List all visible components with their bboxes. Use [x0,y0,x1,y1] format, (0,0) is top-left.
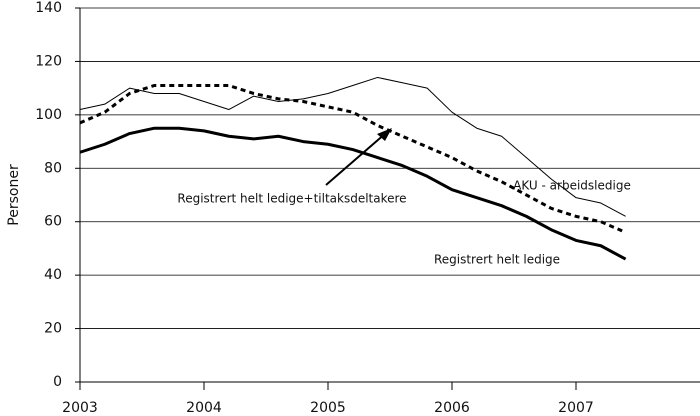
x-tick-label: 2004 [186,400,222,416]
y-axis-label: Personer [6,164,22,226]
x-tick-label: 2005 [310,400,346,416]
y-tick-label: 0 [53,374,62,390]
y-tick-label: 140 [35,0,62,16]
series-label: Registrert helt ledige+tiltaksdeltakere [177,192,406,206]
series-line [79,83,627,234]
x-tick-label: 2007 [558,400,594,416]
y-tick-label: 20 [44,321,62,337]
series-label: AKU - arbeidsledige [513,179,631,193]
y-tick-label: 80 [44,160,62,176]
series-label: Registrert helt ledige [434,253,560,267]
x-tick-label: 2006 [434,400,470,416]
series-line [79,76,626,217]
x-tick-label: 2003 [62,400,98,416]
annotation-arrow [325,132,387,186]
y-tick-label: 60 [44,214,62,230]
series-line [79,126,627,261]
y-tick-label: 120 [35,53,62,69]
y-tick-label: 100 [35,107,62,123]
y-tick-label: 40 [44,267,62,283]
